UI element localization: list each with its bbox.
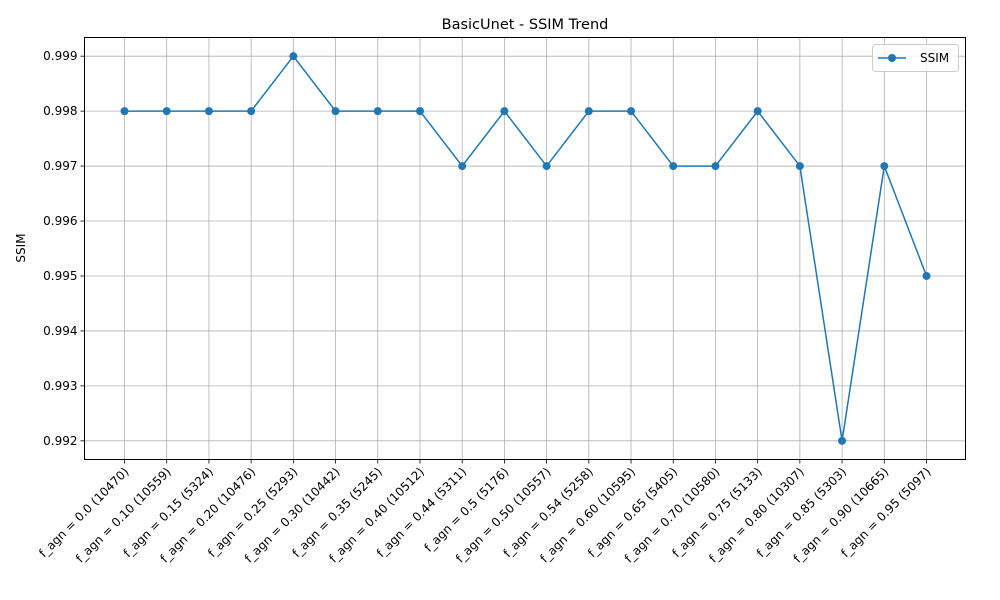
ssim-data-point (331, 107, 340, 116)
ssim-data-point (247, 107, 256, 116)
y-tick-label: 0.997 (43, 159, 77, 173)
ssim-data-point (669, 162, 678, 171)
ssim-data-point (458, 162, 467, 171)
y-tick-label: 0.996 (43, 214, 77, 228)
y-tick-label: 0.994 (43, 324, 77, 338)
legend: SSIM (872, 44, 959, 72)
ssim-data-point (415, 107, 424, 116)
chart-title: BasicUnet - SSIM Trend (442, 17, 609, 33)
ssim-data-point (289, 52, 298, 61)
y-tick-label: 0.995 (43, 269, 77, 283)
x-axis-ticks: f_agn = 0.0 (10470)f_agn = 0.10 (10559)f… (36, 459, 934, 566)
y-tick-label: 0.992 (43, 434, 77, 448)
ssim-data-point (711, 162, 720, 171)
ssim-data-point (795, 162, 804, 171)
grid-lines (84, 37, 966, 460)
ssim-data-point (753, 107, 762, 116)
plot-frame (84, 37, 966, 460)
legend-marker-ssim (888, 54, 896, 62)
ssim-series-line (124, 55, 928, 442)
ssim-data-point (162, 107, 171, 116)
y-axis-label: SSIM (14, 233, 28, 262)
y-tick-label: 0.999 (43, 49, 77, 63)
ssim-data-point (838, 436, 847, 445)
y-tick-label: 0.993 (43, 379, 77, 393)
ssim-data-point (627, 107, 636, 116)
series-layer (120, 52, 931, 445)
ssim-data-point (922, 271, 931, 280)
ssim-data-point (542, 162, 551, 171)
legend-box (872, 44, 959, 72)
ssim-data-point (373, 107, 382, 116)
legend-label-ssim: SSIM (920, 51, 949, 65)
ssim-data-point (500, 107, 509, 116)
ssim-data-point (120, 107, 129, 116)
ssim-data-point (880, 162, 889, 171)
ssim-data-point (204, 107, 213, 116)
y-tick-label: 0.998 (43, 104, 77, 118)
ssim-data-point (584, 107, 593, 116)
y-axis-ticks: 0.992 0.993 0.994 0.995 0.996 0.997 0.998 0.999 (43, 49, 85, 448)
